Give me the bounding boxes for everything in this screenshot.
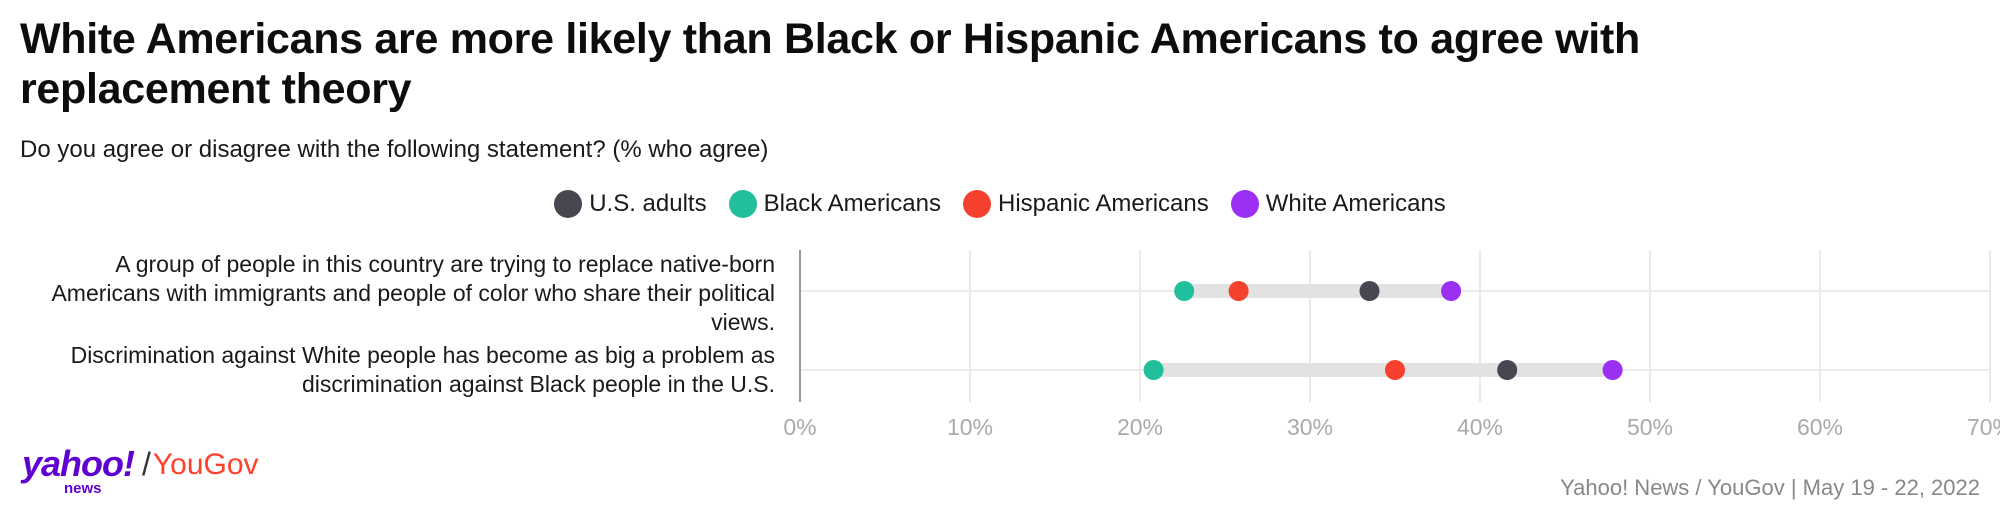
news-wordmark: news: [64, 480, 102, 497]
yahoo-yougov-logo: yahoo! news / YouGov: [22, 446, 259, 498]
x-tick-label-0: 0%: [783, 414, 816, 440]
legend-swatch-hispanic-americans: [962, 190, 991, 218]
x-tick-label-20: 20%: [1117, 414, 1163, 440]
yahoo-news-logo: yahoo! news: [22, 446, 140, 498]
dot-hispanic-americans-row-0: [1228, 281, 1249, 301]
row-label-replacement: A group of people in this country are tr…: [51, 251, 775, 335]
legend-label-us-adults: U.S. adults: [589, 190, 707, 217]
x-tick-label-70: 70%: [1967, 414, 2000, 440]
dot-white-americans-row-1: [1602, 360, 1623, 380]
legend-swatch-us-adults: [554, 190, 583, 218]
legend-item-black-americans: Black Americans: [728, 190, 941, 218]
dot-black-americans-row-1: [1143, 360, 1164, 380]
legend-label-black-americans: Black Americans: [763, 190, 941, 217]
dot-hispanic-americans-row-1: [1385, 360, 1405, 380]
x-tick-label-40: 40%: [1457, 414, 1503, 440]
legend-label-hispanic-americans: Hispanic Americans: [997, 190, 1209, 217]
dot-u-s-adults-row-0: [1359, 281, 1380, 301]
row-label-discrimination: Discrimination against White people has …: [70, 342, 775, 397]
source-note: Yahoo! News / YouGov | May 19 - 22, 2022: [1560, 475, 1980, 500]
x-tick-label-30: 30%: [1287, 414, 1333, 440]
legend-item-us-adults: U.S. adults: [554, 190, 707, 218]
dot-u-s-adults-row-1: [1497, 360, 1518, 380]
legend-item-white-americans: White Americans: [1230, 190, 1446, 218]
legend: U.S. adults Black Americans Hispanic Ame…: [0, 190, 2000, 218]
yahoo-wordmark: yahoo!: [22, 443, 135, 484]
legend-swatch-black-americans: [728, 190, 757, 218]
yougov-wordmark: YouGov: [152, 448, 259, 481]
x-tick-label-60: 60%: [1797, 414, 1843, 440]
chart-title: White Americans are more likely than Bla…: [20, 15, 1640, 113]
dot-black-americans-row-0: [1174, 281, 1195, 301]
chart-subtitle: Do you agree or disagree with the follow…: [20, 136, 769, 163]
logo-separator: /: [142, 446, 151, 482]
legend-swatch-white-americans: [1230, 190, 1259, 218]
legend-item-hispanic-americans: Hispanic Americans: [962, 190, 1209, 218]
dot-white-americans-row-0: [1441, 281, 1462, 301]
legend-label-white-americans: White Americans: [1265, 190, 1446, 217]
x-tick-label-10: 10%: [947, 414, 993, 440]
x-tick-label-50: 50%: [1627, 414, 1673, 440]
